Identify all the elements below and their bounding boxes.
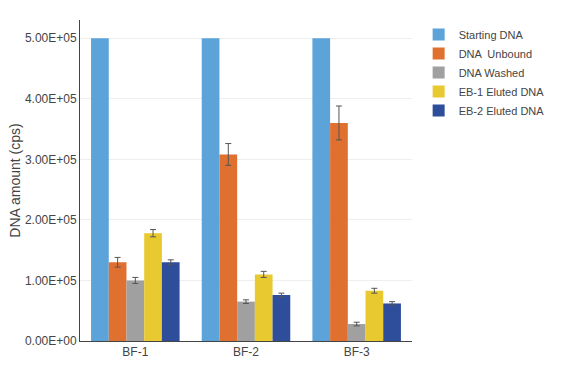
- svg-text:0.00E+00: 0.00E+00: [25, 334, 77, 348]
- svg-text:2.00E+05: 2.00E+05: [25, 213, 77, 227]
- svg-text:DNA amount (cps): DNA amount (cps): [7, 123, 23, 237]
- svg-text:4.00E+05: 4.00E+05: [25, 92, 77, 106]
- svg-text:BF-1: BF-1: [122, 345, 148, 359]
- svg-text:DNA Washed: DNA Washed: [459, 67, 525, 79]
- svg-text:EB-2 Eluted DNA: EB-2 Eluted DNA: [459, 105, 545, 117]
- svg-text:3.00E+05: 3.00E+05: [25, 153, 77, 167]
- svg-text:DNA Unbound: DNA Unbound: [459, 48, 532, 60]
- svg-text:BF-3: BF-3: [344, 345, 370, 359]
- svg-text:1.00E+05: 1.00E+05: [25, 274, 77, 288]
- svg-text:Starting DNA: Starting DNA: [459, 29, 524, 41]
- svg-text:BF-2: BF-2: [233, 345, 259, 359]
- svg-text:5.00E+05: 5.00E+05: [25, 31, 77, 45]
- svg-text:EB-1 Eluted DNA: EB-1 Eluted DNA: [459, 86, 545, 98]
